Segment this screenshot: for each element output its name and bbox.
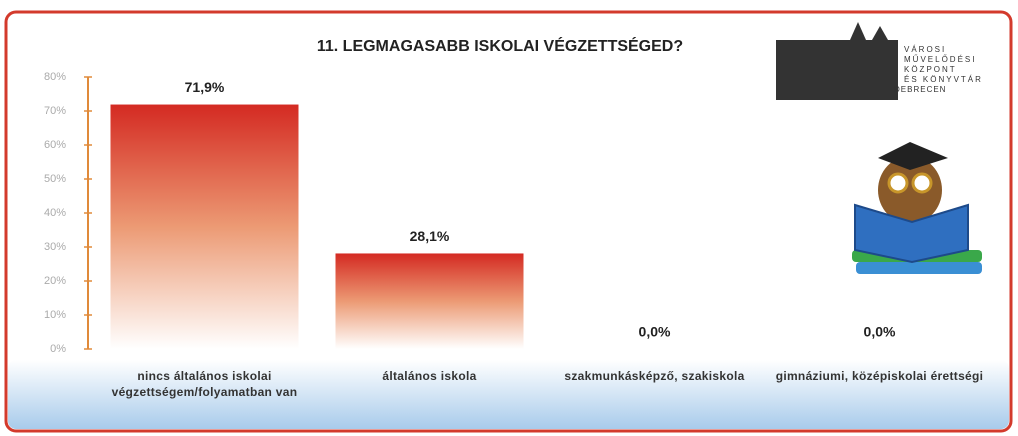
logo-tower xyxy=(872,26,888,40)
footer-band xyxy=(8,360,1009,429)
owl xyxy=(852,142,982,274)
logo-tower xyxy=(850,22,866,40)
y-tick-label: 70% xyxy=(44,105,66,117)
y-tick-label: 10% xyxy=(44,309,66,321)
value-label: 28,1% xyxy=(410,228,450,244)
y-tick-label: 50% xyxy=(44,173,66,185)
chart-title: 11. LEGMAGASABB ISKOLAI VÉGZETTSÉGED? xyxy=(317,36,683,55)
value-label: 0,0% xyxy=(639,324,671,340)
logo-text: MŰVELŐDÉSI xyxy=(904,55,976,64)
y-tick-label: 60% xyxy=(44,139,66,151)
logo-text: KÖZPONT xyxy=(904,65,957,74)
x-tick-label: szakmunkásképző, szakiskola xyxy=(564,369,745,383)
logo-text: DEBRECEN xyxy=(894,85,946,94)
bar xyxy=(110,104,299,349)
y-tick-label: 30% xyxy=(44,241,66,253)
y-tick-label: 20% xyxy=(44,275,66,287)
logo xyxy=(776,22,898,100)
logo-image xyxy=(776,40,898,100)
x-tick-label: nincs általános iskolai végzettségem/fol… xyxy=(111,369,298,399)
y-tick-label: 0% xyxy=(50,343,66,355)
value-label: 0,0% xyxy=(864,324,896,340)
logo-text: ÉS KÖNYVTÁR xyxy=(904,75,983,84)
logo-text: VÁROSI xyxy=(904,45,946,54)
y-tick-label: 80% xyxy=(44,71,66,83)
x-tick-label: gimnáziumi, középiskolai érettségi xyxy=(775,369,984,383)
y-tick-label: 40% xyxy=(44,207,66,219)
value-label: 71,9% xyxy=(185,79,225,95)
bar xyxy=(335,253,524,349)
x-tick-label: általános iskola xyxy=(382,369,477,383)
